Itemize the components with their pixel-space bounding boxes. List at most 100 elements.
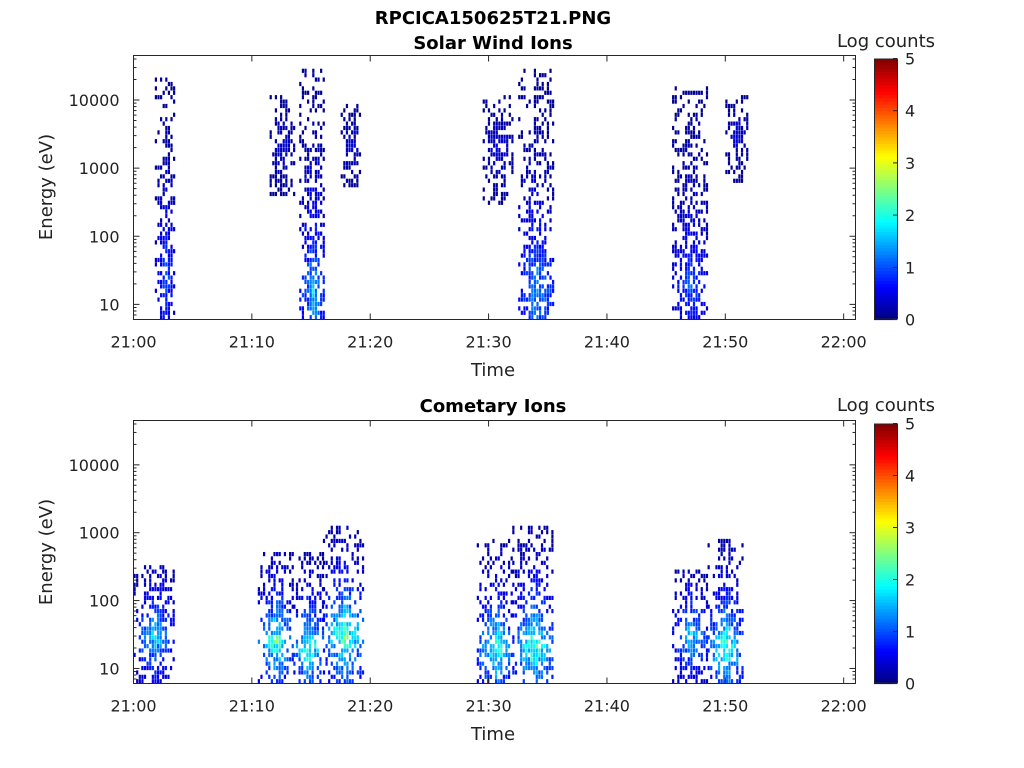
spectrogram-cell <box>308 661 312 666</box>
spectrogram-cell <box>692 306 696 311</box>
spectrogram-cell <box>482 108 485 113</box>
spectrogram-cell <box>312 130 315 135</box>
spectrogram-cell <box>167 81 171 87</box>
spectrogram-cell <box>690 262 693 267</box>
spectrogram-cell <box>341 622 344 627</box>
spectrogram-cell <box>304 275 307 280</box>
spectrogram-cell <box>703 218 706 223</box>
spectrogram-cell <box>319 608 322 614</box>
spectrogram-cell <box>698 130 701 135</box>
spectrogram-cell <box>546 665 549 671</box>
spectrogram-cell <box>490 165 493 170</box>
spectrogram-cell <box>533 244 536 249</box>
spectrogram-cell <box>523 68 526 73</box>
spectrogram-cell <box>341 652 344 657</box>
spectrogram-cell <box>698 257 701 263</box>
spectrogram-cell <box>494 556 498 561</box>
spectrogram-cell <box>293 604 296 609</box>
colorbar-tick-label: 4 <box>905 467 915 486</box>
spectrogram-cell <box>162 665 165 671</box>
spectrogram-cell <box>520 525 523 530</box>
spectrogram-cell <box>674 578 677 583</box>
spectrogram-cell <box>500 639 503 644</box>
colorbar-swatch <box>874 254 897 259</box>
spectrogram-cell <box>710 665 713 671</box>
spectrogram-cell <box>492 657 495 662</box>
spectrogram-cell <box>278 679 281 684</box>
spectrogram-cell <box>322 244 325 249</box>
spectrogram-cell <box>295 639 299 644</box>
spectrogram-cell <box>268 613 271 618</box>
spectrogram-cell <box>520 626 523 631</box>
spectrogram-cell <box>354 644 357 649</box>
spectrogram-cell <box>674 99 677 104</box>
spectrogram-cell <box>330 639 333 644</box>
spectrogram-cell <box>289 569 292 574</box>
spectrogram-cell <box>325 560 328 565</box>
x-tick-label: 21:10 <box>229 697 275 716</box>
spectrogram-cell <box>533 565 536 570</box>
spectrogram-cell <box>301 293 305 298</box>
spectrogram-cell <box>356 530 359 535</box>
spectrogram-cell <box>149 630 152 636</box>
spectrogram-cell <box>692 112 696 117</box>
spectrogram-cell <box>330 630 333 636</box>
spectrogram-cell <box>548 661 551 666</box>
spectrogram-cell <box>303 613 306 618</box>
spectrogram-cell <box>484 652 487 657</box>
colorbar-tick-label: 0 <box>905 311 915 330</box>
spectrogram-cell <box>687 257 690 263</box>
spectrogram-cell <box>304 68 307 73</box>
spectrogram-cell <box>528 209 531 214</box>
spectrogram-cell <box>690 90 693 95</box>
spectrogram-cell <box>149 587 152 592</box>
spectrogram-cell <box>338 639 341 644</box>
spectrogram-cell <box>720 639 723 644</box>
spectrogram-cell <box>539 125 542 131</box>
spectrogram-cell <box>700 591 703 596</box>
spectrogram-cell <box>538 652 541 657</box>
spectrogram-cell <box>343 630 346 636</box>
spectrogram-cell <box>692 648 696 653</box>
spectrogram-cell <box>530 587 533 592</box>
spectrogram-cell <box>167 600 170 605</box>
spectrogram-cell <box>549 275 552 280</box>
spectrogram-cell <box>536 279 539 285</box>
spectrogram-cell <box>307 191 310 197</box>
spectrogram-cell <box>170 134 173 139</box>
spectrogram-cell <box>494 652 498 657</box>
spectrogram-cell <box>738 608 741 614</box>
spectrogram-cell <box>682 657 685 662</box>
spectrogram-cell <box>544 139 547 144</box>
spectrogram-cell <box>270 600 273 605</box>
spectrogram-cell <box>492 617 495 622</box>
spectrogram-cell <box>356 569 359 574</box>
spectrogram-cell <box>685 143 688 148</box>
spectrogram-cell <box>520 604 523 609</box>
spectrogram-cell <box>262 644 266 649</box>
spectrogram-cell <box>705 582 709 587</box>
spectrogram-cell <box>700 595 703 601</box>
colorbar-swatch <box>874 211 897 216</box>
spectrogram-cell <box>481 556 485 561</box>
spectrogram-cell <box>356 639 359 644</box>
spectrogram-cell <box>276 630 279 636</box>
spectrogram-cell <box>162 161 165 166</box>
spectrogram-cell <box>356 147 359 153</box>
spectrogram-cell <box>723 657 726 662</box>
spectrogram-cell <box>299 134 302 139</box>
spectrogram-cell <box>301 306 305 311</box>
spectrogram-cell <box>531 284 534 289</box>
spectrogram-cell <box>539 205 542 210</box>
spectrogram-cell <box>705 573 709 579</box>
spectrogram-cell <box>685 679 688 684</box>
spectrogram-cell <box>528 169 531 175</box>
spectrogram-cell <box>717 644 721 649</box>
spectrogram-cell <box>165 86 168 91</box>
spectrogram-cell <box>265 661 268 666</box>
spectrogram-cell <box>307 156 310 161</box>
spectrogram-cell <box>340 112 343 117</box>
spectrogram-cell <box>531 222 534 227</box>
spectrogram-cell <box>715 565 718 570</box>
spectrogram-cell <box>149 635 152 640</box>
